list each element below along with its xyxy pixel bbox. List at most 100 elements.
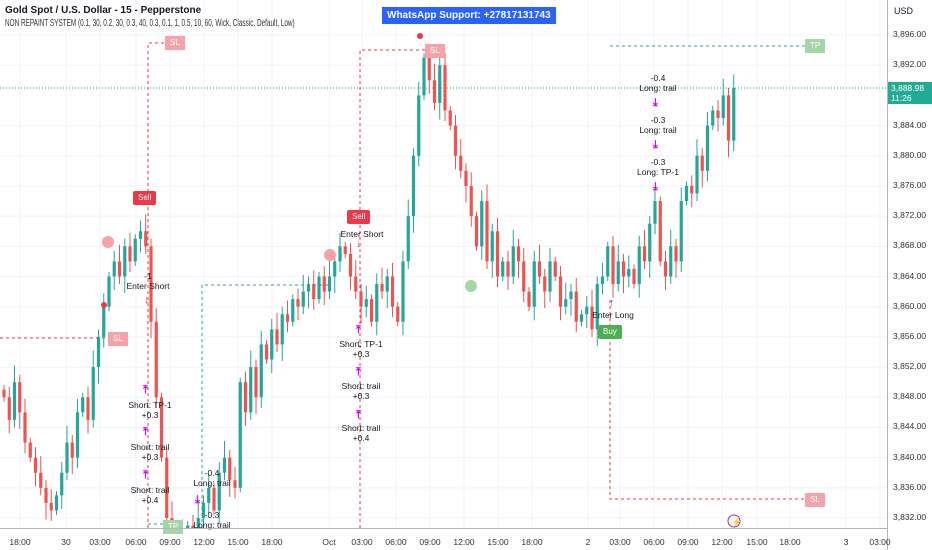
- signal-dot: [324, 249, 336, 261]
- candle-body: [280, 314, 284, 345]
- candle-body: [679, 201, 683, 262]
- signal-dot: [417, 33, 423, 39]
- current-price-badge: 3,888.98 11:26: [888, 82, 932, 104]
- candle-body: [375, 284, 379, 322]
- sl-tag: SL: [165, 36, 185, 50]
- candle-body: [54, 495, 59, 511]
- candle-body: [312, 284, 316, 300]
- candle-body: [464, 170, 468, 186]
- time-tick-label: 06:00: [125, 537, 147, 547]
- exit-short-icon: ⤒: [355, 409, 362, 421]
- arrow-up-icon: ↑: [609, 297, 615, 309]
- time-tick-label: 30: [61, 537, 71, 547]
- candle-body: [201, 502, 206, 519]
- candle-body: [65, 442, 69, 473]
- candle-body: [564, 299, 568, 307]
- candle-body: [2, 389, 6, 398]
- price-tick-label: 3,884.00: [893, 119, 927, 130]
- candle-body: [495, 231, 500, 277]
- price-tick-label: 3,836.00: [893, 481, 927, 492]
- candle-body: [322, 276, 326, 292]
- sl-tag: SL: [108, 332, 128, 346]
- time-tick-label: 18:00: [9, 537, 31, 547]
- candle-body: [422, 57, 426, 96]
- trade-level-line: [201, 284, 330, 528]
- candle-body: [186, 525, 190, 528]
- candle-body: [438, 65, 442, 103]
- time-tick-label: 03:00: [89, 537, 111, 547]
- candle-body: [690, 185, 694, 194]
- candle-body: [165, 457, 169, 519]
- candle-body: [228, 457, 232, 481]
- time-tick-label: 03:00: [351, 537, 373, 547]
- price-tick-label: 3,852.00: [893, 361, 927, 372]
- candle-body: [648, 223, 652, 262]
- candle-body: [28, 442, 32, 458]
- candle-body: [621, 261, 626, 277]
- chart-legend: Gold Spot / U.S. Dollar - 15 - Peppersto…: [5, 4, 458, 30]
- candle-body: [632, 268, 636, 285]
- trade-annotation: Short: trail +0.4: [130, 485, 170, 505]
- price-axis[interactable]: USD 3,896.00 3,892.00 3,884.00 3,880.00 3,87…: [887, 0, 932, 550]
- candle-body: [264, 344, 269, 360]
- candle-body: [684, 185, 689, 202]
- candle-body: [726, 95, 731, 141]
- price-tick-label: 3,840.00: [893, 451, 927, 462]
- candle-body: [506, 261, 510, 277]
- candle-body: [406, 216, 410, 262]
- candle-body: [296, 299, 300, 307]
- arrow-down-icon: ↓: [356, 238, 362, 250]
- time-axis[interactable]: 18:00 30 03:00 06:00 09:00 12:00 15:00 18:00 Oct…: [0, 528, 891, 550]
- candle-body: [411, 155, 416, 217]
- candle-body: [117, 261, 122, 277]
- price-tick-label: 3,848.00: [893, 391, 927, 402]
- candle-body: [222, 457, 227, 473]
- candle-body: [453, 125, 458, 156]
- candle-body: [595, 284, 599, 330]
- trade-annotation: -0.3 Long: trail: [639, 115, 677, 135]
- candle-body: [427, 57, 431, 81]
- time-tick-label: 15:00: [487, 537, 509, 547]
- candle-body: [91, 367, 95, 420]
- candle-body: [480, 201, 484, 247]
- candle-body: [574, 291, 578, 322]
- candle-body: [128, 246, 132, 262]
- indicator-label[interactable]: NON REPAINT SYSTEM (0.1, 30, 0.2, 30, 0.…: [5, 18, 295, 29]
- candle-body: [238, 382, 242, 488]
- time-tick-label: 12:00: [711, 537, 733, 547]
- candle-body: [627, 268, 631, 277]
- candle-body: [60, 472, 64, 496]
- lightning-icon: [727, 514, 741, 528]
- candle-body: [443, 65, 447, 111]
- candle-body: [716, 110, 720, 119]
- trade-annotation: -0.3 Long: TP-1: [637, 157, 679, 177]
- candle-body: [354, 276, 358, 292]
- candle-body: [7, 397, 11, 420]
- candle-body: [369, 299, 374, 322]
- exit-short-icon: ⤒: [355, 324, 362, 336]
- symbol-title[interactable]: Gold Spot / U.S. Dollar - 15 - Peppersto…: [5, 5, 202, 16]
- exit-long-icon: ⤓: [194, 494, 201, 506]
- candle-body: [317, 276, 321, 300]
- exit-long-icon: ⤓: [652, 181, 659, 193]
- candle-body: [243, 382, 248, 413]
- candle-body: [474, 216, 479, 247]
- candlestick-chart[interactable]: ↓ ↓ ↑ ⤒ ⤒ ⤒ ⤒ ⤒ ⤒ ⤓ ⤓ ⤓ ⤓ ⚡: [0, 0, 887, 528]
- candle-body: [23, 412, 27, 443]
- price-tick-label: 3,876.00: [893, 179, 927, 190]
- candle-body: [669, 246, 673, 277]
- candle-body: [154, 321, 158, 398]
- candle-body: [674, 246, 678, 262]
- exit-short-icon: ⤒: [355, 366, 362, 378]
- lightning-icon: ⚡: [731, 516, 742, 528]
- candle-body: [275, 329, 279, 345]
- candle-body: [138, 231, 143, 239]
- candle-body: [306, 284, 311, 292]
- signal-dot: [465, 280, 477, 292]
- candle-body: [637, 246, 641, 285]
- candle-body: [196, 518, 200, 528]
- candle-body: [364, 299, 368, 307]
- candle-body: [112, 261, 116, 277]
- candle-body: [501, 261, 505, 277]
- candle-body: [532, 261, 536, 307]
